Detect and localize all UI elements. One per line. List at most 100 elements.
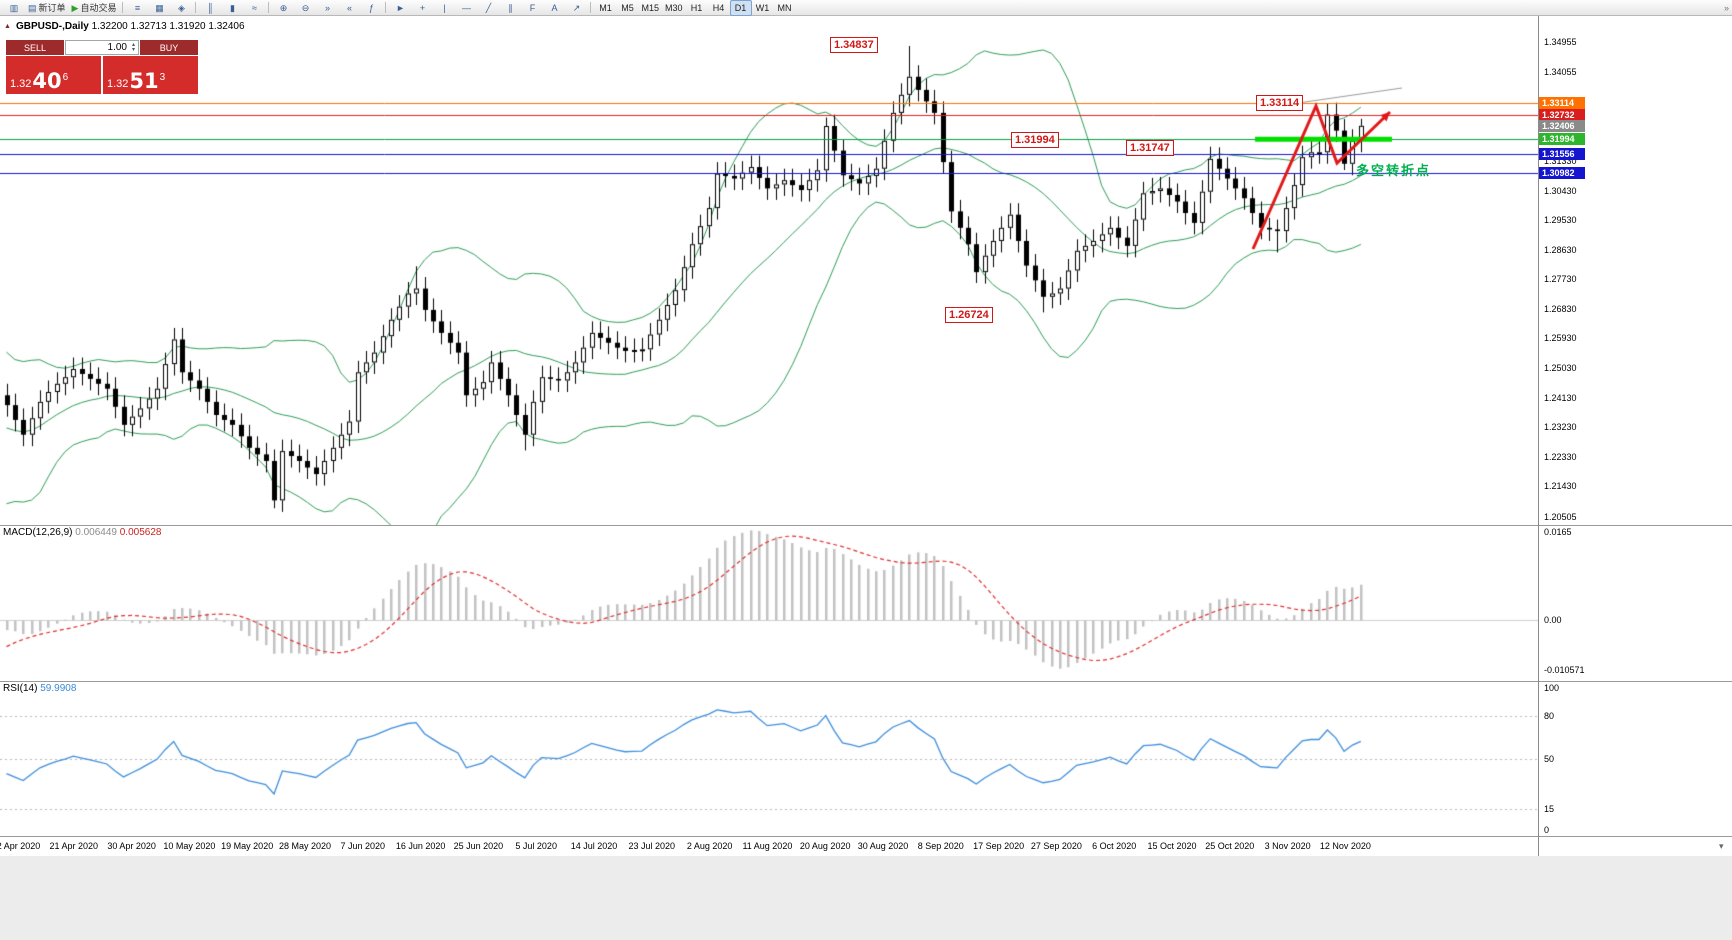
timeframe-button-H4[interactable]: H4	[708, 0, 730, 16]
rsi-tick-label: 0	[1544, 825, 1550, 836]
price-tick-label: 1.27730	[1544, 274, 1577, 285]
price-tick-label: 1.21430	[1544, 481, 1577, 492]
timeframe-button-M15[interactable]: M15	[638, 0, 662, 16]
volume-input[interactable]	[66, 42, 129, 53]
autotrading-button[interactable]: ▶ 自动交易	[69, 0, 120, 16]
new-chart-button[interactable]: ▥	[3, 0, 25, 16]
price-tick-label: 1.30430	[1544, 185, 1577, 196]
zoom-out-button[interactable]: ⊖	[294, 0, 316, 16]
bar-chart-button[interactable]: ║	[199, 0, 221, 16]
indicators-icon: ƒ	[368, 2, 374, 13]
timeframe-label: M1	[599, 2, 612, 13]
price-callout-label[interactable]: 1.34837	[830, 37, 878, 53]
macd-tick-label: 0.00	[1544, 615, 1562, 626]
price-callout-label[interactable]: 1.26724	[945, 307, 993, 323]
timeframe-button-M1[interactable]: M1	[594, 0, 616, 16]
sell-button[interactable]: SELL	[6, 40, 64, 55]
toolbar-overflow-button[interactable]: »	[1723, 2, 1729, 13]
navigator-icon: ◈	[178, 2, 185, 13]
date-label: 3 Nov 2020	[1264, 841, 1311, 851]
symbol-period-label: GBPUSD-,Daily	[16, 21, 89, 32]
pane-separator	[0, 836, 1732, 837]
scroll-down-icon[interactable]: ▾	[1719, 841, 1724, 851]
sell-price-button[interactable]: 1.32 40 6	[6, 56, 101, 94]
timeframe-label: M5	[621, 2, 634, 13]
cursor-button[interactable]: ►	[389, 0, 411, 16]
market-watch-button[interactable]: ≡	[126, 0, 148, 16]
line-chart-button[interactable]: ≈	[243, 0, 265, 16]
price-tick-label: 1.20505	[1544, 511, 1577, 522]
channel-button[interactable]: ∥	[499, 0, 521, 16]
date-label: 2 Aug 2020	[686, 841, 733, 851]
data-window-icon: ▦	[155, 2, 164, 13]
rsi-tick-label: 100	[1544, 682, 1560, 693]
timeframe-button-M5[interactable]: M5	[616, 0, 638, 16]
chart-shift-button[interactable]: «	[338, 0, 360, 16]
macd-pane-canvas[interactable]	[0, 526, 1538, 681]
data-window-button[interactable]: ▦	[148, 0, 170, 16]
zoom-out-icon: ⊖	[301, 2, 310, 13]
one-click-toggle[interactable]: ▲	[4, 23, 11, 30]
date-label: 10 May 2020	[163, 841, 216, 851]
price-axis-border	[1538, 16, 1539, 856]
chart-info-line: GBPUSD-,Daily 1.32200 1.32713 1.31920 1.…	[16, 21, 245, 32]
trendline-button[interactable]: ╱	[477, 0, 499, 16]
price-callout-label[interactable]: 1.33114	[1256, 95, 1304, 111]
date-label: 11 Aug 2020	[742, 841, 793, 851]
candlestick-chart-icon: ▮	[229, 2, 235, 13]
price-tick-label: 1.25930	[1544, 333, 1577, 344]
horizontal-line-button[interactable]: —	[455, 0, 477, 16]
sell-price-pips: 40	[32, 69, 62, 93]
timeframe-button-M30[interactable]: M30	[662, 0, 686, 16]
auto-scroll-button[interactable]: »	[316, 0, 338, 16]
date-label: 23 Jul 2020	[628, 841, 676, 851]
channel-icon: ∥	[508, 2, 513, 13]
crosshair-button[interactable]: +	[411, 0, 433, 16]
volume-up-icon[interactable]: ▴	[131, 41, 135, 48]
main-chart-canvas[interactable]	[0, 16, 1538, 525]
buy-button[interactable]: BUY	[140, 40, 198, 55]
price-callout-label[interactable]: 1.31747	[1126, 140, 1174, 156]
toolbar-separator	[385, 2, 387, 13]
price-callout-label[interactable]: 1.31994	[1011, 132, 1059, 148]
date-label: 19 May 2020	[221, 841, 274, 851]
rsi-pane-canvas[interactable]	[0, 682, 1538, 836]
timeframe-label: W1	[755, 2, 770, 13]
pane-separator[interactable]	[0, 681, 1732, 682]
vertical-line-button[interactable]: |	[433, 0, 455, 16]
date-label: 21 Apr 2020	[49, 841, 99, 851]
fibonacci-button[interactable]: F	[521, 0, 543, 16]
timeframe-button-D1[interactable]: D1	[729, 0, 752, 16]
pane-separator[interactable]	[0, 525, 1732, 526]
timeframe-button-W1[interactable]: W1	[752, 0, 774, 16]
candlestick-chart-button[interactable]: ▮	[221, 0, 243, 16]
zoom-in-button[interactable]: ⊕	[272, 0, 294, 16]
navigator-button[interactable]: ◈	[170, 0, 192, 16]
timeframe-label: D1	[734, 2, 747, 13]
buy-price-pips: 51	[129, 69, 159, 93]
date-label: 27 Sep 2020	[1030, 841, 1082, 851]
rsi-value: 59.9908	[40, 683, 77, 694]
one-click-trading-panel: SELL ▴ ▾ BUY 1.32 40 6 1.32 51 3	[6, 40, 198, 94]
volume-down-icon[interactable]: ▾	[131, 46, 135, 53]
trendline-icon: ╱	[485, 2, 492, 13]
volume-stepper[interactable]: ▴ ▾	[129, 41, 138, 53]
toolbar: ▥ ▤ 新订单 ▶ 自动交易 ≡ ▦ ◈ ║ ▮ ≈ ⊕ ⊖» «ƒ ► + | — ╱ ∥ F A ↗ M1 M5 M15 M30…	[0, 0, 1732, 16]
fibonacci-icon: F	[529, 2, 536, 13]
timeframe-button-H1[interactable]: H1	[686, 0, 708, 16]
cursor-icon: ►	[396, 2, 405, 13]
timeframe-button-MN[interactable]: MN	[774, 0, 796, 16]
arrows-button[interactable]: ↗	[565, 0, 587, 16]
timeframe-label: MN	[777, 2, 792, 13]
price-tag: 1.31556	[1539, 147, 1585, 160]
date-label: 12 Nov 2020	[1319, 841, 1371, 851]
buy-price-button[interactable]: 1.32 51 3	[103, 56, 198, 94]
buy-price-figure: 1.32	[107, 78, 129, 90]
text-icon: A	[551, 2, 558, 13]
date-label: 8 Sep 2020	[917, 841, 964, 851]
timeframe-label: M30	[664, 2, 683, 13]
macd-tick-label: 0.0165	[1544, 527, 1572, 537]
indicators-button[interactable]: ƒ	[360, 0, 382, 16]
new-order-button[interactable]: ▤ 新订单	[25, 0, 69, 16]
text-button[interactable]: A	[543, 0, 565, 16]
